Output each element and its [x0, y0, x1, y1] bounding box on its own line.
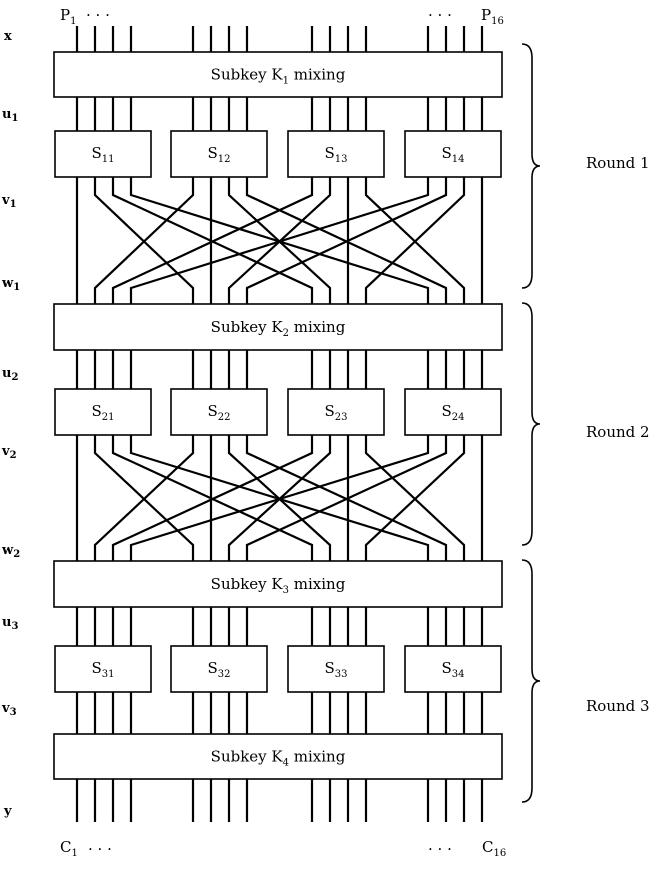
sbox-label-3-1: S31 [91, 659, 114, 680]
plaintext-first-label: P1 [60, 6, 76, 27]
plaintext-left-dots: . . . [86, 2, 110, 20]
subkey-mixing-label-3: Subkey K3 mixing [211, 575, 346, 596]
sbox-1-3 [287, 130, 385, 178]
sbox-2-1 [54, 388, 152, 436]
sbox-3-2 [170, 645, 268, 693]
perm-2-wire-13 [245, 435, 448, 561]
plaintext-right-dots: . . . [428, 2, 452, 20]
row-label-w1: w1 [1, 276, 20, 293]
row-label-u3: u3 [2, 615, 18, 632]
sbox-label-1-2: S12 [207, 144, 230, 165]
ciphertext-left-dots: . . . [88, 836, 112, 854]
row-label-u2: u2 [2, 366, 18, 383]
sbox-label-1-4: S14 [441, 144, 464, 165]
row-label-y: y [3, 804, 12, 819]
row-label-v3: v3 [1, 701, 17, 718]
sbox-2-4 [404, 388, 502, 436]
round-1-label: Round 1 [586, 154, 650, 172]
plaintext-last-label: P16 [481, 6, 504, 27]
perm-2-wire-8 [111, 435, 314, 561]
subkey-mixing-label-2: Subkey K2 mixing [211, 318, 346, 339]
sbox-2-3 [287, 388, 385, 436]
row-label-v1: v1 [1, 193, 17, 210]
sbox-1-2 [170, 130, 268, 178]
round-2-brace [521, 302, 541, 546]
ciphertext-last-label: C16 [482, 838, 506, 859]
subkey-mixing-label-1: Subkey K1 mixing [211, 66, 346, 87]
subkey-mixing-box-1 [53, 51, 503, 98]
sbox-label-1-3: S13 [324, 144, 347, 165]
sbox-label-1-1: S11 [91, 144, 114, 165]
boxes: Subkey K1 mixing Subkey K2 mixing Subkey K… [53, 51, 503, 780]
sbox-label-2-2: S22 [207, 402, 230, 423]
subkey-mixing-box-4 [53, 733, 503, 780]
wires [75, 26, 484, 822]
subkey-mixing-label-4: Subkey K4 mixing [211, 748, 346, 769]
row-label-u1: u1 [2, 107, 18, 124]
subkey-mixing-box-2 [53, 303, 503, 351]
perm-1-wire-14 [364, 177, 466, 304]
sbox-1-4 [404, 130, 502, 178]
round-3-label: Round 3 [586, 697, 650, 715]
sbox-label-2-4: S24 [441, 402, 464, 423]
ciphertext-first-label: C1 [60, 838, 78, 859]
round-braces [521, 43, 541, 803]
round-3-brace [521, 559, 541, 803]
perm-1-wire-12 [129, 177, 430, 304]
perm-1-wire-4 [93, 177, 195, 304]
subkey-mixing-box-3 [53, 560, 503, 608]
perm-1-wire-13 [245, 177, 448, 304]
row-label-v2: v2 [1, 444, 17, 461]
ciphertext-right-dots: . . . [428, 836, 452, 854]
sbox-label-3-4: S34 [441, 659, 464, 680]
sbox-label-2-3: S23 [324, 402, 347, 423]
sbox-3-4 [404, 645, 502, 693]
sbox-2-2 [170, 388, 268, 436]
sbox-1-1 [54, 130, 152, 178]
perm-2-wire-12 [129, 435, 430, 561]
sbox-3-1 [54, 645, 152, 693]
sbox-3-3 [287, 645, 385, 693]
row-label-x: x [4, 29, 12, 44]
sbox-label-2-1: S21 [91, 402, 114, 423]
perm-1-wire-8 [111, 177, 314, 304]
round-2-label: Round 2 [586, 423, 650, 441]
perm-2-wire-4 [93, 435, 195, 561]
sbox-label-3-2: S32 [207, 659, 230, 680]
round-1-brace [521, 43, 541, 289]
perm-2-wire-14 [364, 435, 466, 561]
sbox-label-3-3: S33 [324, 659, 347, 680]
row-label-w2: w2 [1, 543, 20, 560]
